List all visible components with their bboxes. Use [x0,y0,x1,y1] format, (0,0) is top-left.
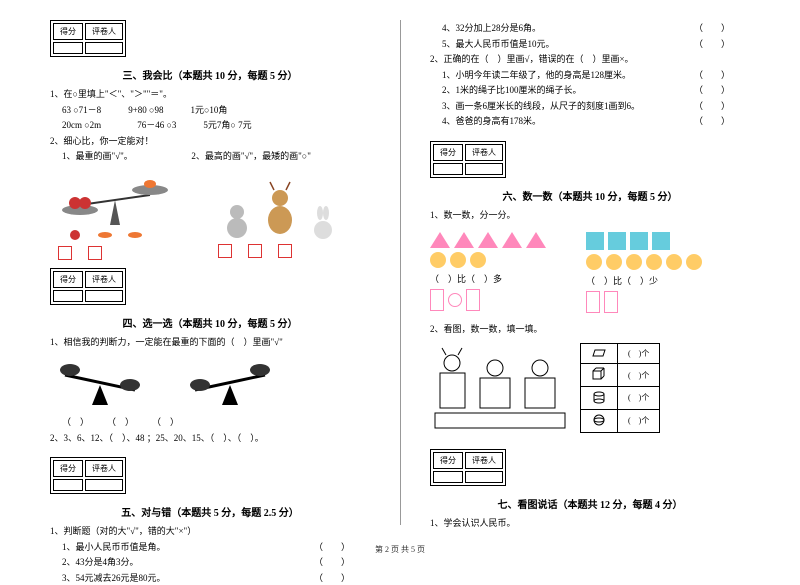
robots-icon [430,343,570,433]
cmp-1a: 63 ○71－8 [62,105,101,115]
answer-box[interactable] [88,246,102,260]
q4-blanks: （ ） （ ） （ ） [62,416,370,430]
q5-i2: 2、43分是4角3分。（ ） [62,556,370,570]
deer-icon [260,180,300,240]
fill-2: （ ）比（ ）少 [586,274,702,287]
q5-j4: 4、爸爸的身高有178米。（ ） [442,115,750,129]
section-3-title: 三、我会比（本题共 10 分，每题 5 分） [50,67,370,82]
paren: （ ） [694,84,730,98]
balance-figures [50,355,370,410]
section-7-title: 七、看图说话（本题共 12 分，每题 4 分） [430,496,750,511]
section-4-title: 四、选一选（本题共 10 分，每题 5 分） [50,315,370,330]
score-box: 得分评卷人 [50,20,126,57]
seesaw-icon [50,355,150,410]
q5-i5: 5、最大人民币币值是10元。（ ） [442,38,750,52]
answer-box[interactable] [218,244,232,258]
paren: （ ） [314,556,350,570]
q5-j3: 3、画一条6厘米长的线段，从尺子的刻度1画到6。（ ） [442,100,750,114]
q4-1: 1、相信我的判断力，一定能在最重的下面的（ ）里画"√" [50,336,370,350]
q5-i4: 4、32分加上28分是6角。（ ） [442,22,750,36]
shapes-group-left: （ ）比（ ）多 [430,228,546,317]
q5-j2: 2、1米的绳子比100厘米的绳子长。（ ） [442,84,750,98]
score-label: 得分 [53,271,83,288]
q3-2a: 1、最重的画"√"。 [62,151,128,161]
balance-animals-figure [50,170,370,262]
q5-j1: 1、小明今年读二年级了，他的身高是128厘米。（ ） [442,69,750,83]
cmp-1b: 9+80 ○98 [128,105,163,115]
balance-icon [50,170,180,240]
seesaw-icon [180,355,280,410]
grader-label: 评卷人 [465,452,503,469]
q5-2: 2、正确的在（ ）里画√，错误的在（ ）里画×。 [430,53,750,67]
q7-1: 1、学会认识人民币。 [430,517,750,531]
paren: （ ） [694,38,730,52]
grader-label: 评卷人 [85,23,123,40]
paren: （ ） [314,572,350,585]
cmp-2b: 76－46 ○3 [137,120,176,130]
section-5-title: 五、对与错（本题共 5 分，每题 2.5 分） [50,504,370,519]
q6-2: 2、看图，数一数，填一填。 [430,323,750,337]
shapes-group-right: （ ）比（ ）少 [586,228,702,317]
grader-label: 评卷人 [85,271,123,288]
q4-2: 2、3、6、12、（ ）、48 ；25、20、15、（ ）、（ ）。 [50,432,370,446]
score-label: 得分 [433,144,463,161]
paren: （ ） [694,100,730,114]
q3-1: 1、在○里填上"＜"、"＞""＝"。 [50,88,370,102]
grader-label: 评卷人 [85,460,123,477]
score-label: 得分 [53,460,83,477]
score-label: 得分 [53,23,83,40]
robot-figure: ( )个 ( )个 ( )个 ( )个 [430,343,750,433]
paren: （ ） [694,22,730,36]
q5-i3: 3、54元减去26元是80元。（ ） [62,572,370,585]
cmp-1c: 1元○10角 [190,105,227,115]
score-label: 得分 [433,452,463,469]
score-box: 得分评卷人 [50,268,126,305]
answer-box[interactable] [278,244,292,258]
answer-box[interactable] [248,244,262,258]
score-box: 得分评卷人 [430,141,506,178]
q6-1: 1、数一数，分一分。 [430,209,750,223]
page-footer: 第 2 页 共 5 页 [0,544,800,555]
paren: （ ） [694,115,730,129]
score-box: 得分评卷人 [430,449,506,486]
q3-2b: 2、最高的画"√"，最矮的画"○" [191,151,311,161]
paren: （ ） [694,69,730,83]
section-6-title: 六、数一数（本题共 10 分，每题 5 分） [430,188,750,203]
fill-1: （ ）比（ ）多 [430,272,546,285]
shape-count-table: ( )个 ( )个 ( )个 ( )个 [580,343,660,433]
q5-1: 1、判断题（对的大"√"，错的大"×"） [50,525,370,539]
q3-2: 2、细心比，你一定能对！ [50,135,370,149]
grader-label: 评卷人 [465,144,503,161]
score-box: 得分评卷人 [50,457,126,494]
rabbit-icon [308,205,338,240]
cmp-2a: 20cm ○2m [62,120,101,130]
answer-box[interactable] [58,246,72,260]
animal-icon [222,200,252,240]
cmp-2c: 5元7角○ 7元 [203,120,251,130]
